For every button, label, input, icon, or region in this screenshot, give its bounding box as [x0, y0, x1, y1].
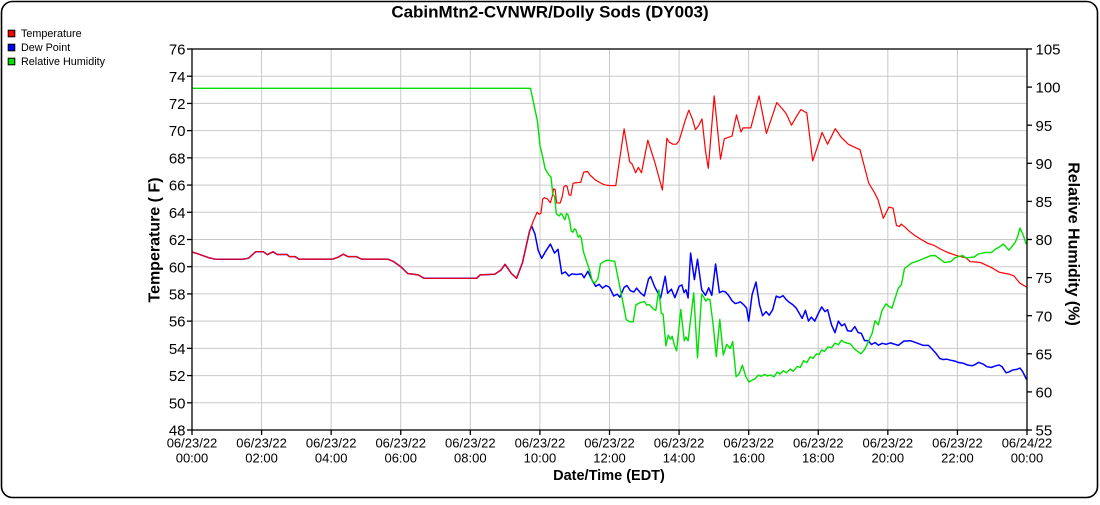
svg-text:Dew Point: Dew Point [21, 42, 70, 54]
svg-text:06/23/22: 06/23/22 [723, 436, 774, 451]
svg-text:06/24/22: 06/24/22 [1002, 436, 1053, 451]
svg-text:22:00: 22:00 [941, 450, 974, 465]
svg-text:06/23/22: 06/23/22 [932, 436, 983, 451]
svg-text:06/23/22: 06/23/22 [375, 436, 426, 451]
svg-text:02:00: 02:00 [245, 450, 278, 465]
svg-text:68: 68 [169, 150, 186, 167]
svg-text:66: 66 [169, 178, 186, 195]
svg-text:55: 55 [1036, 423, 1053, 440]
svg-text:08:00: 08:00 [454, 450, 487, 465]
svg-text:60: 60 [1036, 385, 1053, 402]
svg-text:95: 95 [1036, 118, 1053, 135]
svg-text:04:00: 04:00 [315, 450, 348, 465]
svg-text:54: 54 [169, 341, 186, 358]
svg-text:64: 64 [169, 205, 186, 222]
svg-text:72: 72 [169, 96, 186, 113]
svg-text:00:00: 00:00 [176, 450, 209, 465]
svg-text:48: 48 [169, 423, 186, 440]
svg-text:Temperature: Temperature [21, 28, 82, 40]
svg-text:62: 62 [169, 232, 186, 249]
svg-text:100: 100 [1036, 80, 1061, 97]
svg-text:Relative Humidity: Relative Humidity [21, 56, 106, 68]
svg-text:00:00: 00:00 [1011, 450, 1044, 465]
svg-text:06/23/22: 06/23/22 [306, 436, 357, 451]
svg-text:80: 80 [1036, 232, 1053, 249]
svg-text:58: 58 [169, 287, 186, 304]
svg-text:90: 90 [1036, 156, 1053, 173]
svg-text:18:00: 18:00 [802, 450, 835, 465]
svg-text:52: 52 [169, 368, 186, 385]
svg-text:85: 85 [1036, 194, 1053, 211]
svg-text:50: 50 [169, 395, 186, 412]
svg-text:76: 76 [169, 42, 186, 59]
svg-text:Date/Time (EDT): Date/Time (EDT) [553, 468, 665, 484]
svg-text:20:00: 20:00 [872, 450, 905, 465]
svg-text:65: 65 [1036, 346, 1053, 363]
svg-text:10:00: 10:00 [524, 450, 557, 465]
svg-text:70: 70 [169, 123, 186, 140]
svg-text:56: 56 [169, 314, 186, 331]
svg-text:06/23/22: 06/23/22 [793, 436, 844, 451]
svg-text:06/23/22: 06/23/22 [654, 436, 705, 451]
svg-text:Temperature ( F): Temperature ( F) [147, 177, 164, 302]
svg-text:06/23/22: 06/23/22 [584, 436, 635, 451]
svg-text:06/23/22: 06/23/22 [445, 436, 496, 451]
svg-text:12:00: 12:00 [593, 450, 626, 465]
svg-text:60: 60 [169, 259, 186, 276]
svg-text:06/23/22: 06/23/22 [236, 436, 287, 451]
svg-text:06/23/22: 06/23/22 [863, 436, 914, 451]
svg-text:75: 75 [1036, 270, 1053, 287]
svg-text:06:00: 06:00 [384, 450, 417, 465]
svg-text:Relative Humidity (%): Relative Humidity (%) [1064, 162, 1081, 326]
svg-text:74: 74 [169, 69, 186, 86]
svg-text:14:00: 14:00 [663, 450, 696, 465]
svg-text:06/23/22: 06/23/22 [515, 436, 566, 451]
svg-text:06/23/22: 06/23/22 [167, 436, 218, 451]
svg-text:CabinMtn2-CVNWR/Dolly Sods (DY: CabinMtn2-CVNWR/Dolly Sods (DY003) [391, 2, 708, 21]
svg-text:70: 70 [1036, 308, 1053, 325]
svg-text:105: 105 [1036, 42, 1061, 59]
svg-text:16:00: 16:00 [732, 450, 765, 465]
